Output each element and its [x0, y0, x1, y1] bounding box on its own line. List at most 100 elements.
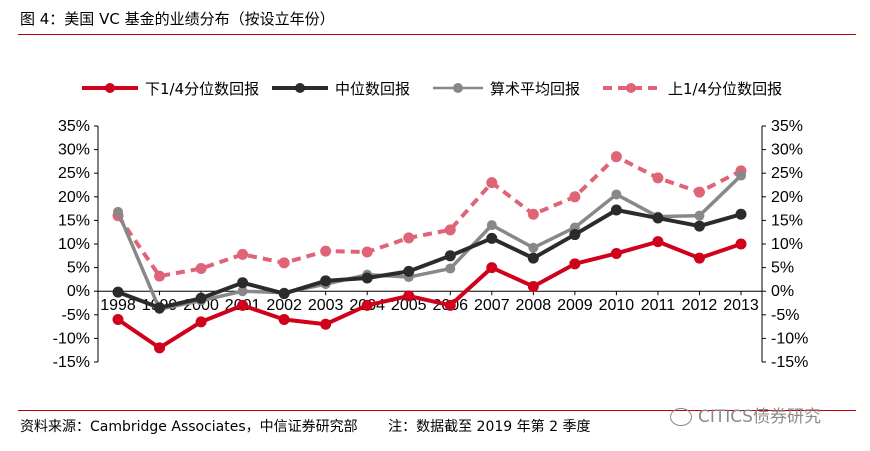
y-tick-label-left: -15% — [53, 354, 90, 371]
data-point — [527, 208, 539, 220]
y-tick-label-left: 30% — [58, 142, 90, 159]
legend-label: 中位数回报 — [335, 80, 410, 98]
data-point — [154, 342, 166, 354]
series-1 — [112, 204, 747, 314]
data-point — [610, 204, 622, 216]
x-tick-label: 2013 — [723, 297, 759, 314]
data-point — [237, 277, 249, 289]
y-tick-label-right: 10% — [771, 236, 803, 253]
data-point — [652, 236, 664, 248]
data-point — [444, 299, 456, 311]
series-line — [117, 208, 742, 310]
data-point — [528, 242, 539, 253]
y-tick-label-right: 35% — [771, 118, 803, 135]
legend-marker — [453, 83, 463, 93]
series-0 — [112, 236, 747, 354]
data-point — [611, 189, 622, 200]
watermark: CITICS债券研究 — [670, 402, 821, 427]
data-point — [237, 299, 249, 311]
x-tick-label: 2009 — [557, 297, 593, 314]
data-point — [237, 286, 248, 297]
data-point — [320, 318, 332, 330]
y-tick-label-left: 35% — [58, 118, 90, 135]
data-point — [113, 206, 123, 217]
x-tick-label: 1998 — [100, 297, 136, 314]
y-tick-label-left: -5% — [62, 307, 90, 324]
data-point — [361, 272, 373, 284]
data-point — [527, 280, 539, 292]
y-tick-label-right: 15% — [771, 212, 803, 229]
data-point — [278, 288, 290, 300]
data-point — [112, 286, 124, 298]
data-point — [444, 250, 456, 262]
data-point — [320, 245, 332, 257]
x-tick-label: 2010 — [599, 297, 635, 314]
data-point — [735, 238, 747, 250]
data-point — [195, 263, 207, 275]
y-tick-label-right: -15% — [771, 354, 808, 371]
y-tick-label-right: 20% — [771, 189, 803, 206]
data-point — [154, 302, 166, 314]
data-point — [195, 316, 207, 328]
x-tick-label: 2003 — [308, 297, 344, 314]
y-tick-label-left: 0% — [67, 283, 90, 300]
data-point — [403, 290, 415, 302]
data-point — [527, 252, 539, 264]
data-point — [486, 232, 498, 244]
x-tick-label: 2005 — [391, 297, 427, 314]
data-point — [569, 229, 581, 241]
data-point — [610, 247, 622, 259]
data-point — [320, 275, 332, 287]
data-point — [735, 208, 747, 220]
legend-marker — [105, 83, 115, 93]
data-point — [736, 170, 746, 181]
footer-rule — [18, 410, 856, 411]
legend-marker — [295, 83, 305, 93]
y-tick-label-left: 15% — [58, 212, 90, 229]
data-point — [486, 177, 498, 189]
title-rule — [18, 34, 856, 35]
series-line — [116, 154, 742, 279]
x-tick-label: 2007 — [474, 297, 510, 314]
y-tick-label-left: 20% — [58, 189, 90, 206]
series-line — [116, 174, 743, 311]
legend-label: 上1/4分位数回报 — [668, 80, 782, 98]
legend-label: 算术平均回报 — [490, 80, 580, 98]
data-point — [361, 246, 373, 258]
source-text: 资料来源：Cambridge Associates，中信证券研究部 — [20, 419, 358, 435]
data-point — [403, 232, 415, 244]
data-point — [652, 172, 664, 184]
data-point — [569, 191, 581, 203]
data-point — [445, 263, 456, 274]
figure-title: 图 4：美国 VC 基金的业绩分布（按设立年份） — [20, 10, 335, 28]
wechat-icon — [670, 408, 692, 426]
source-line: 资料来源：Cambridge Associates，中信证券研究部 注：数据截至… — [20, 416, 590, 436]
series-3 — [112, 151, 747, 282]
data-point — [693, 186, 705, 198]
y-tick-label-right: 5% — [771, 260, 794, 277]
legend-marker — [626, 83, 636, 93]
data-point — [361, 299, 373, 311]
x-tick-label: 2011 — [641, 297, 676, 314]
x-tick-label: 2008 — [516, 297, 552, 314]
data-point — [610, 151, 622, 163]
y-tick-label-left: -10% — [53, 330, 90, 347]
data-point — [195, 292, 207, 304]
y-tick-label-left: 5% — [67, 260, 90, 277]
data-point — [112, 314, 124, 326]
x-tick-label: 2002 — [266, 297, 302, 314]
data-point — [693, 220, 705, 232]
y-tick-label-right: -10% — [771, 330, 808, 347]
data-point — [569, 258, 581, 270]
data-point — [403, 265, 415, 277]
y-tick-label-left: 10% — [58, 236, 90, 253]
y-tick-label-right: -5% — [771, 307, 799, 324]
data-point — [486, 262, 498, 274]
data-point — [278, 314, 290, 326]
data-point — [486, 220, 497, 231]
data-point — [652, 212, 664, 224]
data-point — [154, 270, 166, 282]
y-tick-label-right: 30% — [771, 142, 803, 159]
y-tick-label-right: 0% — [771, 283, 794, 300]
